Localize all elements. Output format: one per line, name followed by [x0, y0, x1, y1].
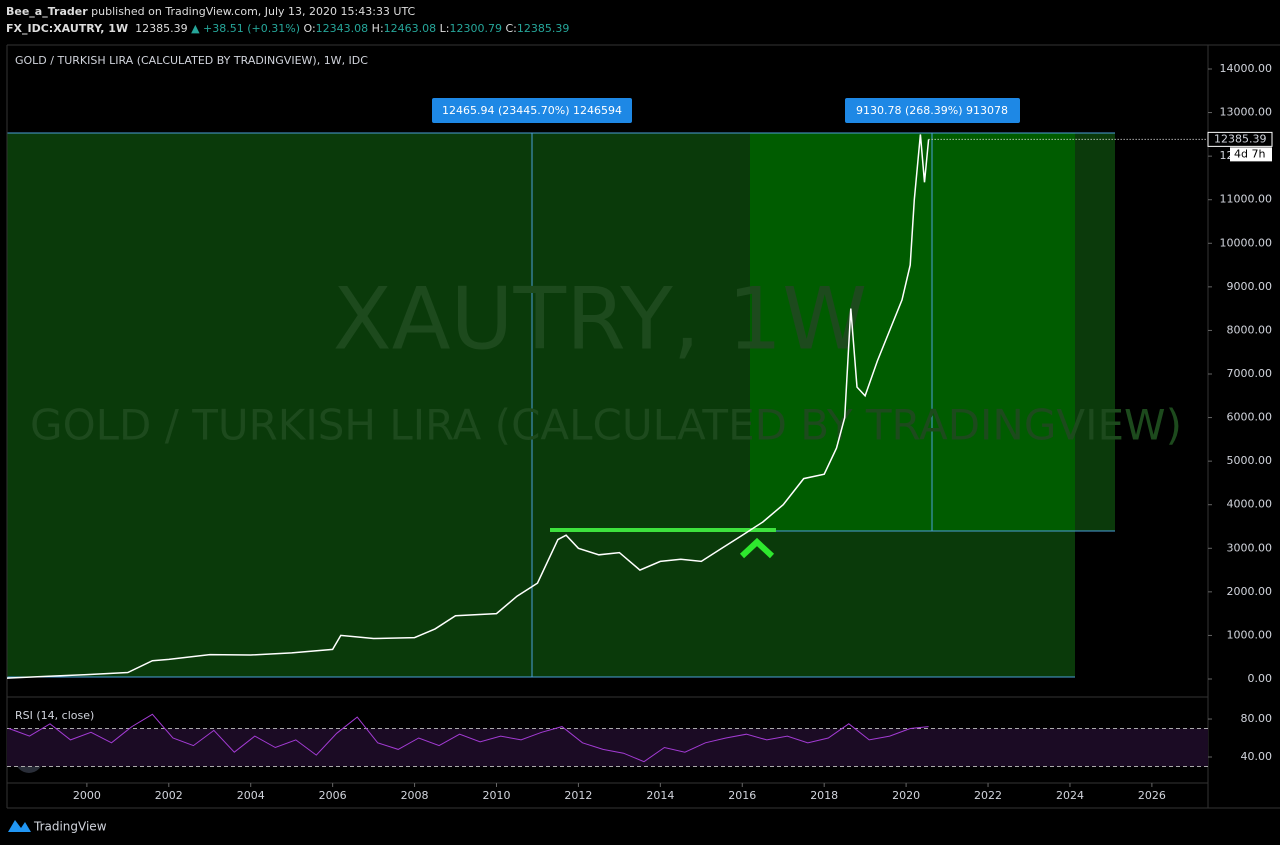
- countdown: 4d 7h: [1234, 147, 1265, 160]
- y-tick-label: 4000.00: [1227, 498, 1273, 511]
- last-price-label: 12385.39: [1214, 132, 1267, 145]
- x-tick-label: 2004: [237, 789, 265, 802]
- publish-line: Bee_a_Trader published on TradingView.co…: [6, 5, 415, 18]
- change: ▲ +38.51 (+0.31%): [191, 22, 300, 35]
- x-tick-label: 2010: [482, 789, 510, 802]
- x-tick-label: 2008: [401, 789, 429, 802]
- y-tick-label: 7000.00: [1227, 367, 1273, 380]
- o: O:: [303, 22, 316, 35]
- last: 12385.39: [135, 22, 188, 35]
- y-tick-label: 9000.00: [1227, 280, 1273, 293]
- y-tick-label: 11000.00: [1220, 193, 1273, 206]
- x-tick-label: 2022: [974, 789, 1002, 802]
- y-tick-label: 1000.00: [1227, 628, 1273, 641]
- x-tick-label: 2002: [155, 789, 183, 802]
- rsi-tick-label: 80.00: [1241, 712, 1273, 725]
- y-tick-label: 14000.00: [1220, 62, 1273, 75]
- x-tick-label: 2014: [646, 789, 674, 802]
- x-tick-label: 2006: [319, 789, 347, 802]
- symbol: FX_IDC:XAUTRY, 1W: [6, 22, 129, 35]
- open: 12343.08: [315, 22, 369, 35]
- annotation-box: [845, 98, 1020, 123]
- x-tick-label: 2020: [892, 789, 920, 802]
- price-line: [6, 134, 930, 679]
- author: Bee_a_Trader: [6, 5, 88, 18]
- rsi-band: [7, 728, 1208, 767]
- x-tick-label: 2018: [810, 789, 838, 802]
- x-tick-label: 2000: [73, 789, 101, 802]
- rsi-title: RSI (14, close): [15, 709, 94, 722]
- annotation: 9130.78 (268.39%) 913078: [856, 104, 1008, 117]
- y-tick-label: 0.00: [1248, 672, 1273, 685]
- footer-logo: [8, 820, 31, 832]
- y-tick-label: 5000.00: [1227, 454, 1273, 467]
- y-tick-label: 6000.00: [1227, 411, 1273, 424]
- x-tick-label: 2026: [1138, 789, 1166, 802]
- x-tick-label: 2024: [1056, 789, 1084, 802]
- rsi-tick-label: 40.00: [1241, 750, 1273, 763]
- ohlc-line: FX_IDC:XAUTRY, 1W 12385.39 ▲ +38.51 (+0.…: [6, 22, 569, 35]
- breakout-caret: [739, 537, 775, 559]
- last-price-box: [1207, 131, 1273, 147]
- footer-text: TradingView: [33, 820, 107, 834]
- x-tick-label: 2012: [564, 789, 592, 802]
- close: 12385.39: [516, 22, 570, 35]
- y-tick-label: 3000.00: [1227, 541, 1273, 554]
- y-tick-label: 10000.00: [1220, 236, 1273, 249]
- high: 12463.08: [383, 22, 437, 35]
- watermark: XAUTRY, 1W: [333, 269, 867, 369]
- range-box: [1075, 133, 1115, 531]
- y-tick-label: 13000.00: [1220, 106, 1273, 119]
- annotation-box: [432, 98, 632, 123]
- annotation: 12465.94 (23445.70%) 1246594: [442, 104, 622, 117]
- c: C:: [505, 22, 517, 35]
- chart-title: GOLD / TURKISH LIRA (CALCULATED BY TRADI…: [15, 54, 368, 67]
- l: L:: [439, 22, 450, 35]
- h: H:: [371, 22, 384, 35]
- published: published on TradingView.com, July 13, 2…: [91, 5, 416, 18]
- low: 12300.79: [449, 22, 503, 35]
- rsi-line: [8, 713, 929, 763]
- countdown-box: [1230, 147, 1272, 162]
- y-tick-label: 8000.00: [1227, 323, 1273, 336]
- watermark-subtitle: GOLD / TURKISH LIRA (CALCULATED BY TRADI…: [30, 401, 1182, 450]
- y-tick-label: 2000.00: [1227, 585, 1273, 598]
- x-tick-label: 2016: [728, 789, 756, 802]
